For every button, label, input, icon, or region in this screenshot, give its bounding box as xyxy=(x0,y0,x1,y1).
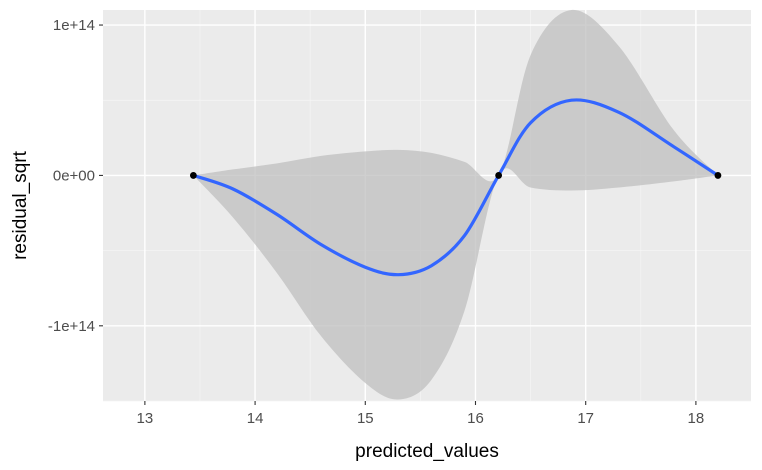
x-tick-label: 13 xyxy=(137,410,154,427)
x-tick-label: 16 xyxy=(467,410,484,427)
y-tick-label: 0e+00 xyxy=(53,167,95,184)
y-tick-label: -1e+14 xyxy=(48,318,95,335)
x-tick-label: 18 xyxy=(688,410,705,427)
data-point xyxy=(189,172,197,179)
x-tick-label: 17 xyxy=(577,410,594,427)
x-tick-label: 14 xyxy=(247,410,264,427)
data-point xyxy=(495,172,503,179)
x-axis-ticks: 13 14 15 16 17 18 xyxy=(137,401,705,427)
confidence-band xyxy=(193,9,718,400)
y-tick-label: 1e+14 xyxy=(53,17,95,34)
x-tick-label: 15 xyxy=(357,410,374,427)
data-point xyxy=(714,172,722,179)
data-points xyxy=(189,172,722,179)
y-axis-title: residual_sqrt xyxy=(10,150,31,259)
x-axis-title: predicted_values xyxy=(355,441,499,462)
smooth-line xyxy=(191,98,720,277)
y-axis-ticks: 1e+14 0e+00 -1e+14 xyxy=(48,17,103,335)
